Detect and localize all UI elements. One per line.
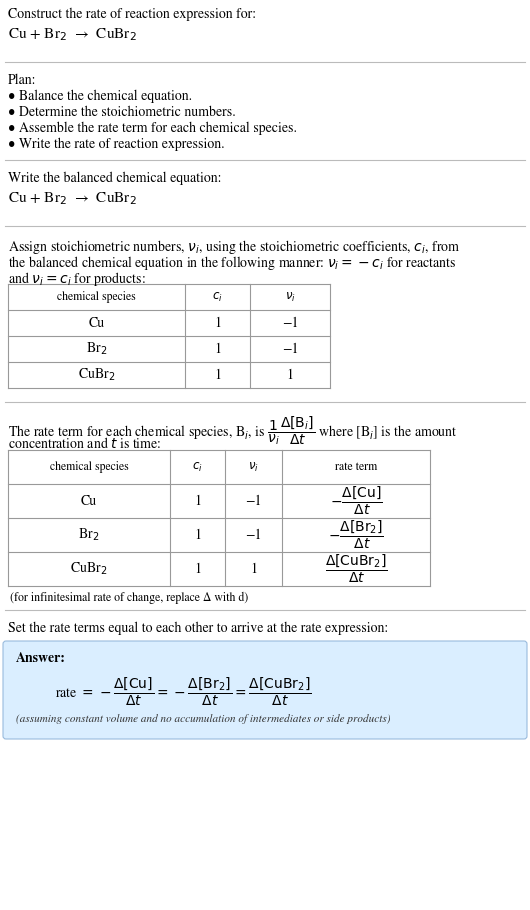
Text: $\nu_i$: $\nu_i$ xyxy=(248,460,259,473)
Text: Br$_2$: Br$_2$ xyxy=(86,341,107,358)
Text: rate $= -\dfrac{\Delta[\mathrm{Cu}]}{\Delta t} = -\dfrac{\Delta[\mathrm{Br}_2]}{: rate $= -\dfrac{\Delta[\mathrm{Cu}]}{\De… xyxy=(55,676,312,708)
Text: Plan:: Plan: xyxy=(8,74,37,87)
Text: $\dfrac{\Delta[\mathrm{CuBr}_2]}{\Delta t}$: $\dfrac{\Delta[\mathrm{CuBr}_2]}{\Delta … xyxy=(325,553,387,585)
Text: Assign stoichiometric numbers, $\nu_i$, using the stoichiometric coefficients, $: Assign stoichiometric numbers, $\nu_i$, … xyxy=(8,238,461,256)
Text: 1: 1 xyxy=(250,562,257,576)
Text: $\nu_i$: $\nu_i$ xyxy=(285,290,295,304)
Text: 1: 1 xyxy=(287,369,294,381)
FancyBboxPatch shape xyxy=(3,641,527,739)
Text: (for infinitesimal rate of change, replace Δ with d): (for infinitesimal rate of change, repla… xyxy=(10,592,248,604)
Text: (assuming constant volume and no accumulation of intermediates or side products): (assuming constant volume and no accumul… xyxy=(16,714,391,724)
Text: • Write the rate of reaction expression.: • Write the rate of reaction expression. xyxy=(8,138,225,151)
Text: $c_i$: $c_i$ xyxy=(192,460,203,473)
Text: • Balance the chemical equation.: • Balance the chemical equation. xyxy=(8,90,192,104)
Text: chemical species: chemical species xyxy=(57,291,136,303)
Text: • Determine the stoichiometric numbers.: • Determine the stoichiometric numbers. xyxy=(8,106,236,119)
Text: 1: 1 xyxy=(214,317,221,329)
Text: −1: −1 xyxy=(245,494,262,508)
Text: Cu: Cu xyxy=(81,494,97,508)
Text: Br$_2$: Br$_2$ xyxy=(78,527,100,543)
Text: −1: −1 xyxy=(282,317,298,329)
Text: Cu: Cu xyxy=(89,317,104,329)
Text: Answer:: Answer: xyxy=(16,652,66,665)
Text: and $\nu_i = c_i$ for products:: and $\nu_i = c_i$ for products: xyxy=(8,270,146,288)
Text: CuBr$_2$: CuBr$_2$ xyxy=(70,561,108,577)
Text: 1: 1 xyxy=(194,529,201,541)
Text: chemical species: chemical species xyxy=(50,461,128,473)
Text: Cu + Br$_2$  →  CuBr$_2$: Cu + Br$_2$ → CuBr$_2$ xyxy=(8,190,137,207)
Text: 1: 1 xyxy=(214,369,221,381)
Text: −1: −1 xyxy=(282,342,298,356)
Text: rate term: rate term xyxy=(335,461,377,473)
Text: $c_i$: $c_i$ xyxy=(212,290,223,304)
Text: • Assemble the rate term for each chemical species.: • Assemble the rate term for each chemic… xyxy=(8,122,297,136)
Text: −1: −1 xyxy=(245,529,262,541)
Text: concentration and $t$ is time:: concentration and $t$ is time: xyxy=(8,436,162,451)
Text: Cu + Br$_2$  →  CuBr$_2$: Cu + Br$_2$ → CuBr$_2$ xyxy=(8,26,137,43)
Text: 1: 1 xyxy=(194,562,201,576)
Text: 1: 1 xyxy=(194,494,201,508)
Text: $-\dfrac{\Delta[\mathrm{Br}_2]}{\Delta t}$: $-\dfrac{\Delta[\mathrm{Br}_2]}{\Delta t… xyxy=(328,519,384,551)
Text: Set the rate terms equal to each other to arrive at the rate expression:: Set the rate terms equal to each other t… xyxy=(8,622,388,635)
Text: Write the balanced chemical equation:: Write the balanced chemical equation: xyxy=(8,172,222,186)
Text: CuBr$_2$: CuBr$_2$ xyxy=(78,367,115,383)
Text: the balanced chemical equation in the following manner: $\nu_i = -c_i$ for react: the balanced chemical equation in the fo… xyxy=(8,254,457,272)
Text: The rate term for each chemical species, B$_i$, is $\dfrac{1}{\nu_i}\dfrac{\Delt: The rate term for each chemical species,… xyxy=(8,414,458,447)
Text: $-\dfrac{\Delta[\mathrm{Cu}]}{\Delta t}$: $-\dfrac{\Delta[\mathrm{Cu}]}{\Delta t}$ xyxy=(330,485,382,517)
Text: Construct the rate of reaction expression for:: Construct the rate of reaction expressio… xyxy=(8,8,256,22)
Text: 1: 1 xyxy=(214,342,221,356)
